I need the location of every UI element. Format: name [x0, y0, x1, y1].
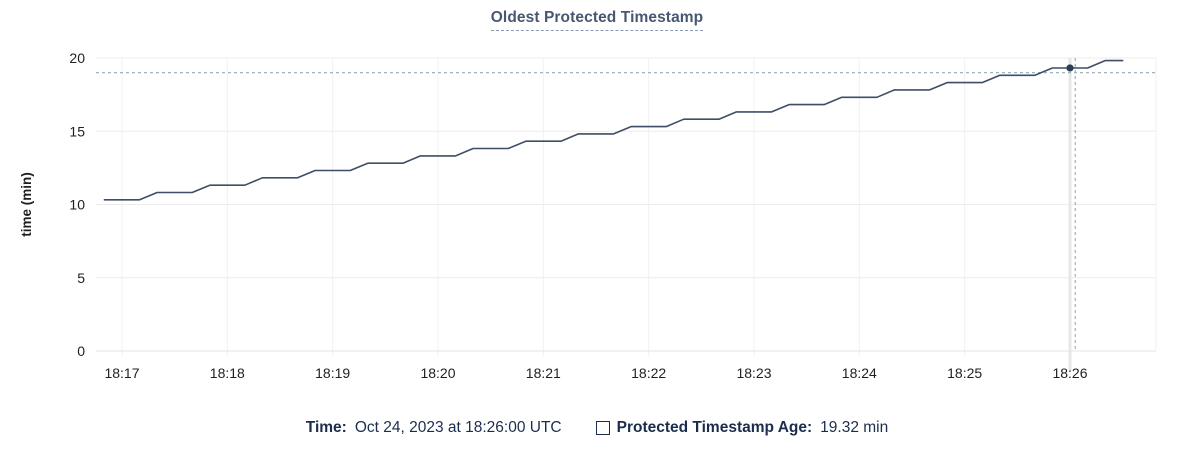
chart-title[interactable]: Oldest Protected Timestamp	[490, 9, 704, 31]
x-tick-label: 18:23	[736, 365, 771, 381]
y-tick-label: 5	[77, 270, 85, 286]
x-tick-label: 18:20	[420, 365, 455, 381]
footer-time-value: Oct 24, 2023 at 18:26:00 UTC	[354, 419, 562, 436]
x-tick-label: 18:17	[104, 365, 139, 381]
x-tick-label: 18:18	[210, 365, 245, 381]
chart-title-row: Oldest Protected Timestamp	[0, 9, 1194, 31]
chart-footer-legend: Time: Oct 24, 2023 at 18:26:00 UTC Prote…	[0, 419, 1194, 437]
legend-series-value: 19.32 min	[820, 419, 889, 436]
x-tick-label: 18:22	[631, 365, 666, 381]
x-tick-label: 18:26	[1052, 365, 1087, 381]
y-axis-title: time (min)	[19, 172, 34, 237]
x-tick-label: 18:25	[947, 365, 982, 381]
legend-square-marker-icon	[595, 421, 610, 435]
x-tick-label: 18:19	[315, 365, 350, 381]
y-tick-label: 0	[77, 343, 85, 359]
series-line-protected-timestamp-age	[103, 59, 1124, 201]
x-tick-label: 18:24	[842, 365, 877, 381]
y-tick-label: 20	[69, 50, 85, 66]
footer-time-label: Time:	[305, 419, 347, 436]
chart-plot-area[interactable]: 0 5 10 15 20 18:17 18:18 18:19 18:20 18:21 18:22 18…	[0, 0, 1194, 400]
x-tick-label: 18:21	[526, 365, 561, 381]
hover-point-dot	[1066, 64, 1074, 72]
legend-series-label: Protected Timestamp Age:	[616, 419, 813, 436]
legend-item-protected-timestamp-age[interactable]: Protected Timestamp Age: 19.32 min	[595, 419, 889, 437]
y-tick-label: 10	[69, 197, 85, 213]
y-tick-label: 15	[69, 123, 85, 139]
